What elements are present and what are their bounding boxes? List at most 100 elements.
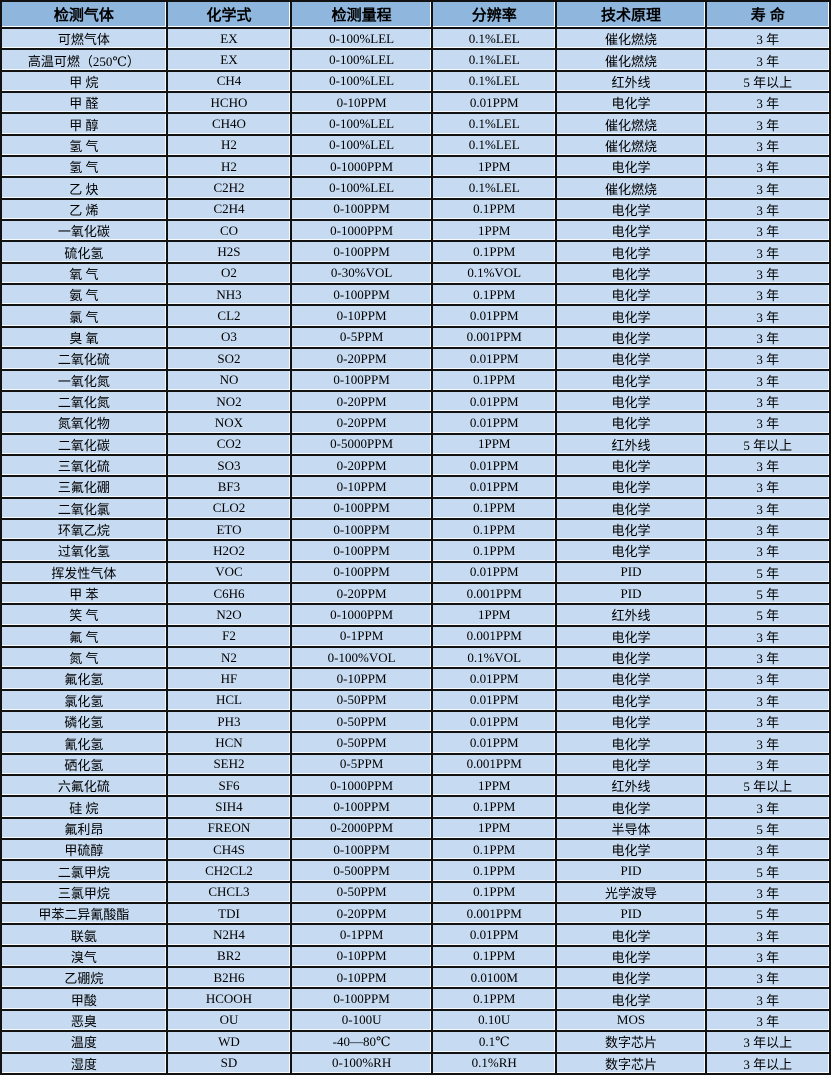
cell-chemical-formula: N2H4 (165, 923, 293, 947)
cell-resolution: 0.1PPM (431, 197, 558, 222)
cell-gas-name: 甲硫醇 (0, 838, 168, 862)
cell-lifespan: 5 年 (704, 902, 831, 926)
cell-resolution: 0.10U (431, 1008, 558, 1033)
cell-resolution: 0.001PPM (431, 624, 558, 648)
cell-tech-principle: 红外线 (555, 432, 707, 456)
cell-resolution: 0.1%LEL (431, 26, 558, 51)
cell-detection-range: 0-100PPM (290, 517, 434, 542)
cell-detection-range: 0-100PPM (290, 560, 434, 584)
cell-tech-principle: 电化学 (555, 219, 707, 243)
table-row: 氢 气 H2 0-100%LEL 0.1%LEL 催化燃烧 3 年 (0, 133, 831, 158)
cell-chemical-formula: CH4O (165, 112, 293, 136)
cell-tech-principle: 电化学 (555, 838, 707, 862)
table-row: 硅 烷 SIH4 0-100PPM 0.1PPM 电化学 3 年 (0, 795, 831, 819)
cell-lifespan: 3 年 (704, 923, 831, 947)
cell-resolution: 0.1%LEL (431, 176, 558, 200)
cell-detection-range: 0-2000PPM (290, 816, 434, 841)
cell-resolution: 0.1%LEL (431, 133, 558, 158)
table-row: 二氧化碳 CO2 0-5000PPM 1PPM 红外线 5 年以上 (0, 432, 831, 456)
cell-resolution: 0.01PPM (431, 389, 558, 414)
cell-gas-name: 过氧化氢 (0, 539, 168, 563)
cell-resolution: 0.1%RH (431, 1051, 558, 1075)
cell-gas-name: 氰化氢 (0, 731, 168, 755)
cell-gas-name: 氟利昂 (0, 816, 168, 841)
cell-chemical-formula: SEH2 (165, 752, 293, 777)
cell-detection-range: 0-10PPM (290, 966, 434, 990)
table-row: 氟化氢 HF 0-10PPM 0.01PPM 电化学 3 年 (0, 667, 831, 691)
cell-detection-range: 0-100PPM (290, 240, 434, 264)
cell-detection-range: 0-100%LEL (290, 176, 434, 200)
cell-detection-range: 0-100%LEL (290, 26, 434, 51)
table-row: 臭 氧 O3 0-5PPM 0.001PPM 电化学 3 年 (0, 325, 831, 350)
cell-lifespan: 3 年 (704, 347, 831, 371)
cell-chemical-formula: N2O (165, 603, 293, 627)
cell-lifespan: 5 年以上 (704, 432, 831, 456)
cell-chemical-formula: CH4 (165, 69, 293, 94)
cell-gas-name: 甲 烷 (0, 69, 168, 94)
cell-tech-principle: 催化燃烧 (555, 112, 707, 136)
cell-detection-range: 0-20PPM (290, 453, 434, 478)
table-row: 二氧化氮 NO2 0-20PPM 0.01PPM 电化学 3 年 (0, 389, 831, 414)
cell-lifespan: 3 年 (704, 325, 831, 350)
cell-tech-principle: 电化学 (555, 304, 707, 328)
cell-lifespan: 5 年 (704, 859, 831, 883)
cell-lifespan: 3 年 (704, 453, 831, 478)
cell-gas-name: 乙 炔 (0, 176, 168, 200)
table-row: 一氧化碳 CO 0-1000PPM 1PPM 电化学 3 年 (0, 219, 831, 243)
table-row: 乙 炔 C2H2 0-100%LEL 0.1%LEL 催化燃烧 3 年 (0, 176, 831, 200)
cell-chemical-formula: CHCL3 (165, 880, 293, 905)
cell-lifespan: 3 年 (704, 966, 831, 990)
cell-gas-name: 氢 气 (0, 133, 168, 158)
table-row: 二氧化硫 SO2 0-20PPM 0.01PPM 电化学 3 年 (0, 347, 831, 371)
table-row: 甲 醛 HCHO 0-10PPM 0.01PPM 电化学 3 年 (0, 91, 831, 115)
cell-gas-name: 氮 气 (0, 645, 168, 670)
cell-lifespan: 3 年 (704, 219, 831, 243)
table-row: 氟利昂 FREON 0-2000PPM 1PPM 半导体 5 年 (0, 816, 831, 841)
cell-chemical-formula: CH2CL2 (165, 859, 293, 883)
table-row: 氢 气 H2 0-1000PPM 1PPM 电化学 3 年 (0, 155, 831, 179)
cell-tech-principle: 电化学 (555, 517, 707, 542)
cell-resolution: 0.1PPM (431, 496, 558, 520)
cell-chemical-formula: ETO (165, 517, 293, 542)
cell-gas-name: 笑 气 (0, 603, 168, 627)
cell-chemical-formula: O3 (165, 325, 293, 350)
table-row: 温度 WD -40—80℃ 0.1℃ 数字芯片 3 年以上 (0, 1030, 831, 1054)
cell-detection-range: 0-1000PPM (290, 219, 434, 243)
cell-resolution: 1PPM (431, 774, 558, 798)
cell-detection-range: 0-10PPM (290, 304, 434, 328)
table-row: 氧 气 O2 0-30%VOL 0.1%VOL 电化学 3 年 (0, 261, 831, 286)
cell-resolution: 1PPM (431, 155, 558, 179)
cell-lifespan: 3 年 (704, 880, 831, 905)
table-row: 乙硼烷 B2H6 0-10PPM 0.0100M 电化学 3 年 (0, 966, 831, 990)
cell-chemical-formula: H2 (165, 155, 293, 179)
table-row: 恶臭 OU 0-100U 0.10U MOS 3 年 (0, 1008, 831, 1033)
cell-tech-principle: 电化学 (555, 752, 707, 777)
cell-lifespan: 3 年 (704, 133, 831, 158)
table-row: 三氯甲烷 CHCL3 0-50PPM 0.1PPM 光学波导 3 年 (0, 880, 831, 905)
cell-lifespan: 3 年 (704, 731, 831, 755)
cell-tech-principle: 电化学 (555, 475, 707, 499)
cell-tech-principle: 电化学 (555, 197, 707, 222)
cell-lifespan: 3 年 (704, 517, 831, 542)
cell-tech-principle: 电化学 (555, 539, 707, 563)
cell-tech-principle: 电化学 (555, 283, 707, 307)
cell-gas-name: 氢 气 (0, 155, 168, 179)
cell-resolution: 0.1%LEL (431, 112, 558, 136)
cell-chemical-formula: WD (165, 1030, 293, 1054)
cell-lifespan: 3 年 (704, 240, 831, 264)
cell-detection-range: 0-20PPM (290, 347, 434, 371)
cell-detection-range: 0-5PPM (290, 325, 434, 350)
cell-tech-principle: 电化学 (555, 155, 707, 179)
cell-chemical-formula: HF (165, 667, 293, 691)
cell-lifespan: 3 年以上 (704, 1051, 831, 1075)
cell-resolution: 0.01PPM (431, 91, 558, 115)
cell-resolution: 0.01PPM (431, 923, 558, 947)
cell-tech-principle: 电化学 (555, 795, 707, 819)
table-row: 挥发性气体 VOC 0-100PPM 0.01PPM PID 5 年 (0, 560, 831, 584)
cell-tech-principle: MOS (555, 1008, 707, 1033)
cell-tech-principle: 光学波导 (555, 880, 707, 905)
table-row: 氨 气 NH3 0-100PPM 0.1PPM 电化学 3 年 (0, 283, 831, 307)
cell-detection-range: 0-500PPM (290, 859, 434, 883)
cell-tech-principle: 电化学 (555, 987, 707, 1011)
cell-gas-name: 溴气 (0, 944, 168, 969)
